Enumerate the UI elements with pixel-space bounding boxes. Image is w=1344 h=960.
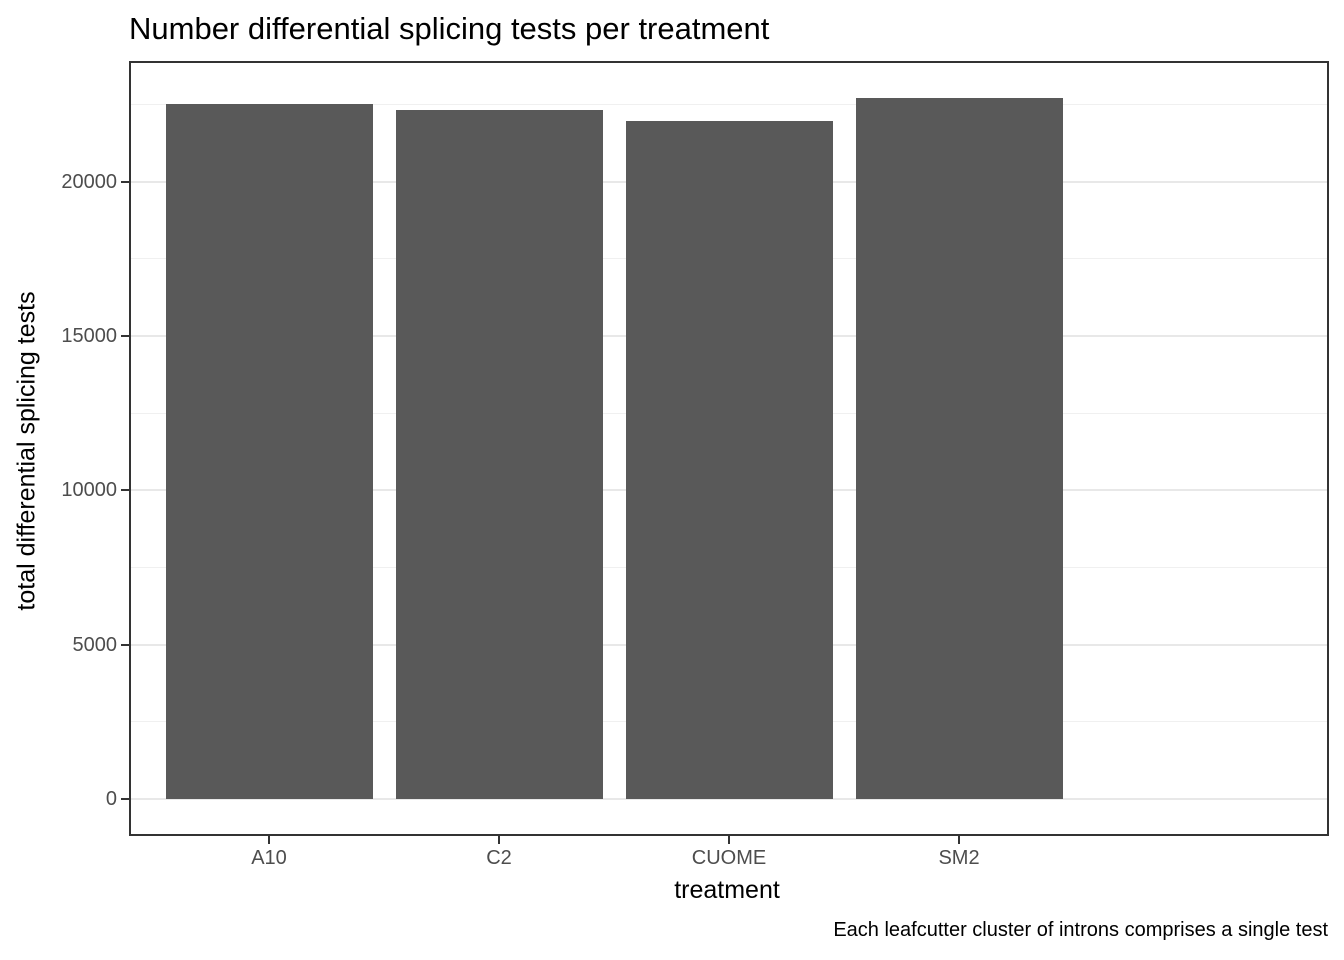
y-tick-label: 10000 (61, 479, 117, 502)
x-axis-tick (728, 836, 730, 844)
y-tick-label: 0 (105, 787, 117, 810)
x-tick-label-CUOME: CUOME (691, 847, 767, 869)
bar-C2 (395, 109, 603, 799)
bar-SM2 (855, 98, 1063, 799)
chart-caption: Each leafcutter cluster of introns compr… (833, 919, 1328, 941)
y-tick-label: 5000 (72, 633, 118, 656)
x-axis-tick (958, 836, 960, 844)
y-axis-tick (121, 643, 129, 646)
y-axis-tick (121, 180, 129, 183)
x-tick-label-SM2: SM2 (938, 847, 980, 869)
y-tick-label: 15000 (61, 325, 117, 348)
x-axis-tick (498, 836, 500, 844)
bar-A10 (165, 104, 373, 799)
y-axis-tick (121, 489, 129, 492)
x-tick-label-C2: C2 (486, 847, 512, 869)
plot-area (131, 63, 1327, 834)
y-axis-tick (121, 797, 129, 800)
minor-gridline (131, 104, 1327, 106)
bar-CUOME (625, 120, 833, 799)
y-tick-label: 20000 (61, 170, 117, 193)
chart-title: Number differential splicing tests per t… (129, 11, 770, 46)
major-gridline (131, 797, 1327, 800)
x-axis-title: treatment (674, 876, 780, 904)
x-axis-tick (268, 836, 270, 844)
x-tick-label-A10: A10 (251, 847, 287, 869)
y-axis-tick (121, 335, 129, 338)
